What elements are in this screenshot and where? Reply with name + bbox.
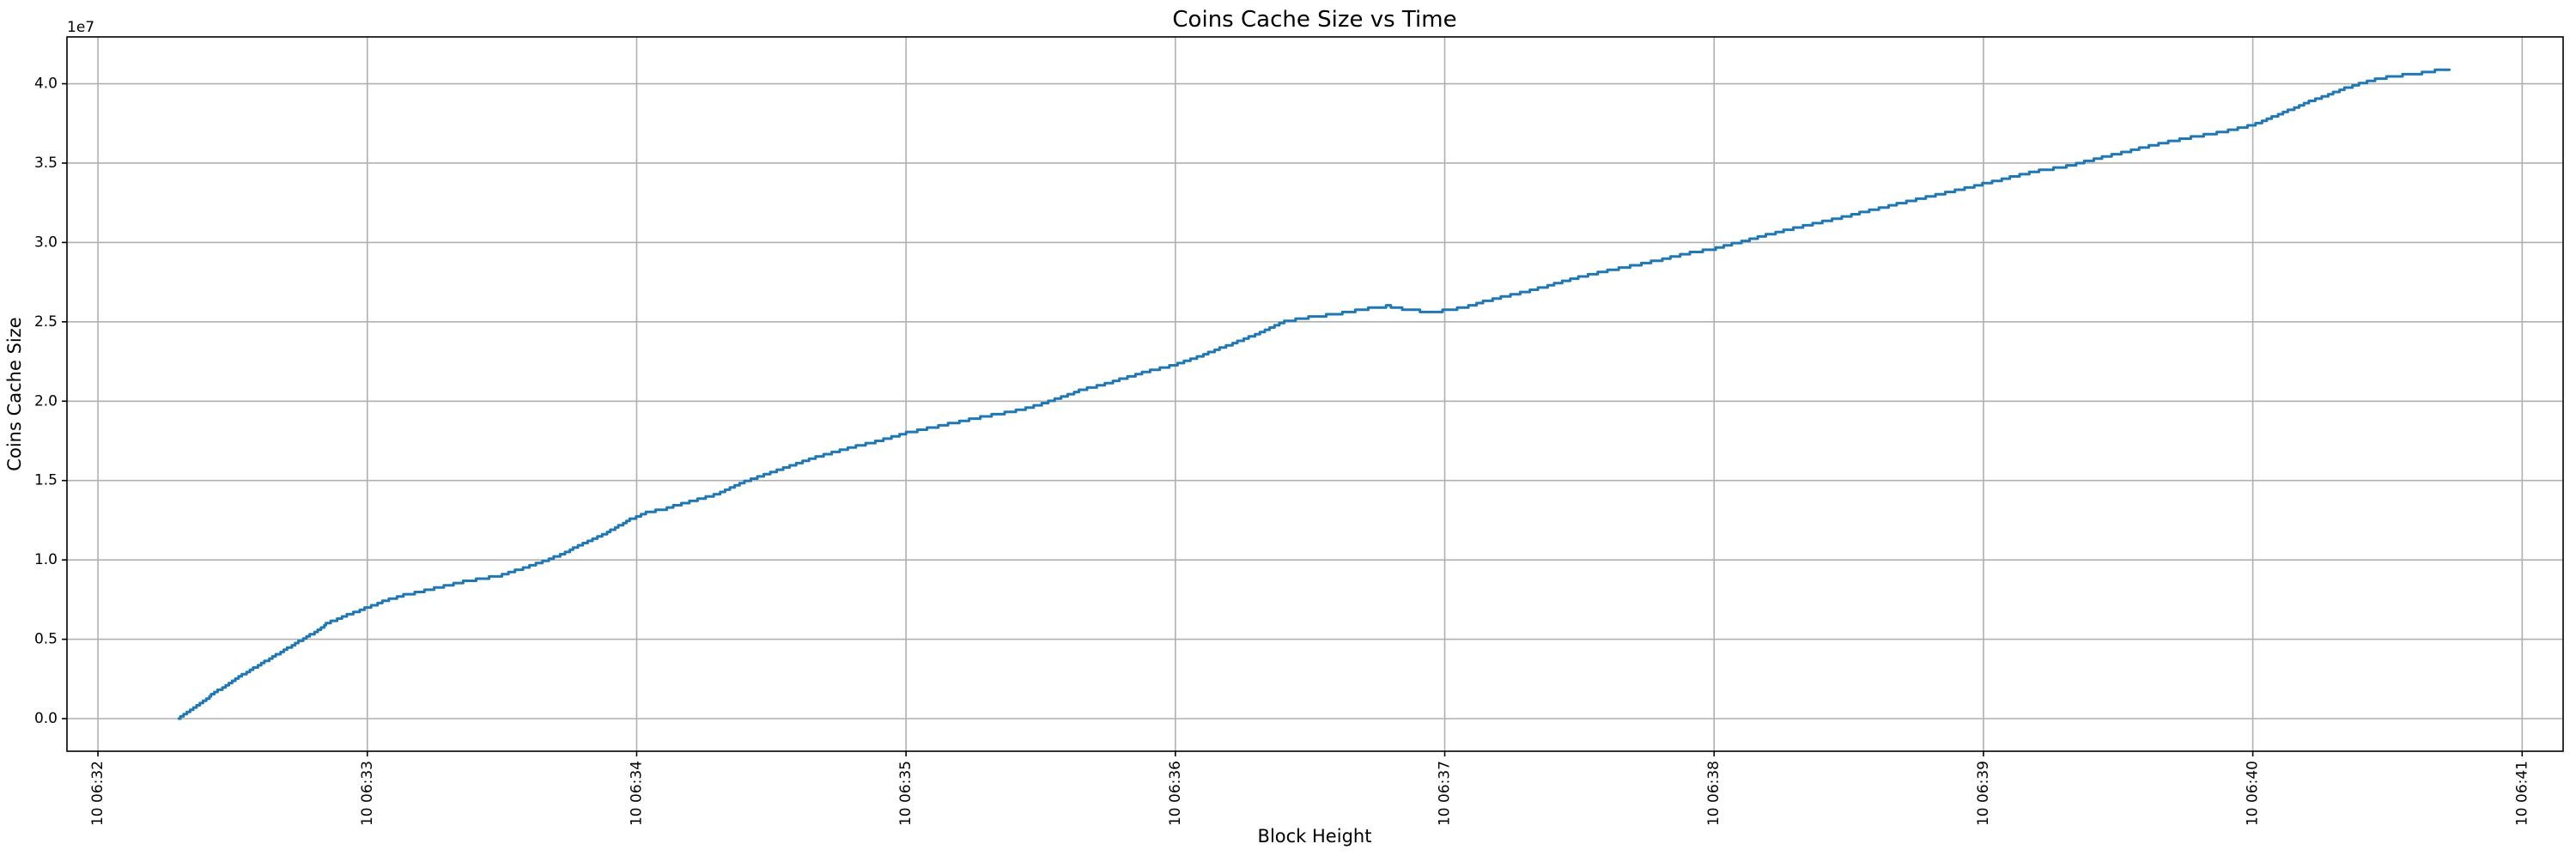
y-axis-label: Coins Cache Size (4, 317, 25, 470)
y-tick-label: 4.0 (34, 76, 58, 93)
x-axis-label: Block Height (1258, 826, 1372, 847)
y-tick-label: 1.0 (34, 551, 58, 568)
y-tick-label: 2.5 (34, 313, 58, 331)
series-line (177, 68, 2451, 720)
x-tick-label: 10 06:39 (1975, 761, 1992, 826)
gridlines (67, 37, 2563, 751)
axes-spines (66, 36, 2564, 752)
chart-title: Coins Cache Size vs Time (1172, 7, 1456, 33)
y-tick-label: 0.5 (34, 631, 58, 648)
x-tick-label: 10 06:34 (628, 761, 645, 826)
axis-ticks: 10 06:32 10 06:33 10 06:34 10 06:35 10 06:36… (34, 76, 2530, 826)
x-tick-label: 10 06:38 (1705, 761, 1722, 826)
plot-area (67, 37, 2563, 751)
x-tick-label: 10 06:36 (1167, 761, 1184, 826)
x-tick-label: 10 06:41 (2513, 761, 2530, 826)
series-line-group (177, 68, 2451, 720)
x-tick-label: 10 06:33 (359, 761, 376, 826)
y-tick-label: 1.5 (34, 472, 58, 489)
y-tick-label: 0.0 (34, 710, 58, 727)
x-tick-label: 10 06:32 (89, 761, 106, 826)
x-tick-label: 10 06:40 (2245, 761, 2262, 826)
y-tick-label: 3.0 (34, 234, 58, 251)
x-tick-label: 10 06:35 (897, 761, 914, 826)
x-tick-label: 10 06:37 (1437, 761, 1454, 826)
y-axis-offset-label: 1e7 (67, 19, 94, 36)
y-tick-label: 3.5 (34, 155, 58, 172)
y-tick-label: 2.0 (34, 392, 58, 410)
